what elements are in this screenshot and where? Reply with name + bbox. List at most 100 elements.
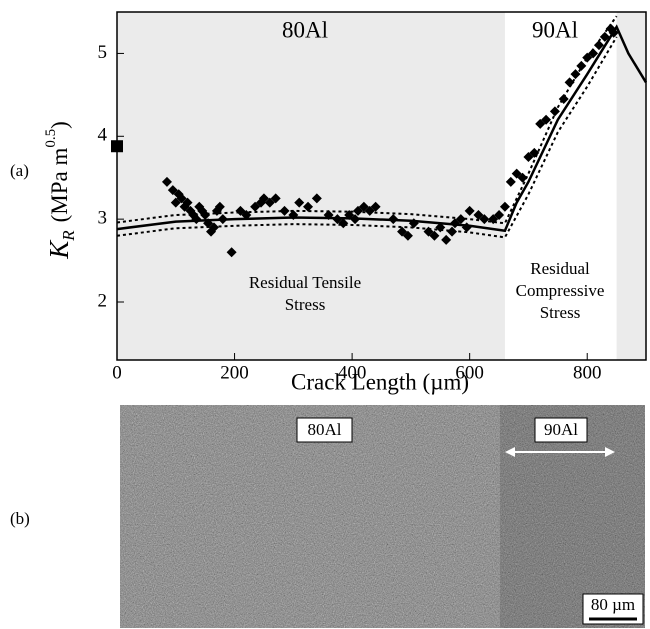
data-point	[217, 214, 228, 225]
data-point	[167, 185, 178, 196]
data-point	[479, 214, 490, 225]
shaded-region	[117, 12, 505, 360]
plot-frame	[116, 11, 647, 361]
micrograph-label: 90Al	[544, 420, 578, 439]
y-tick-label: 5	[98, 42, 108, 63]
data-point	[523, 152, 534, 162]
region-label: 80Al	[282, 17, 328, 42]
data-point	[235, 205, 246, 216]
scale-bar-label: 80 µm	[591, 595, 635, 614]
panel-label: (a)	[10, 161, 29, 180]
data-point	[570, 69, 581, 80]
y-tick-label: 4	[98, 125, 108, 146]
data-point	[344, 210, 355, 220]
annotation: Compressive	[516, 281, 605, 300]
data-point	[176, 193, 187, 204]
data-point	[449, 218, 460, 229]
y-label-sup: 0.5	[43, 129, 59, 148]
data-point	[250, 201, 261, 212]
data-point	[441, 234, 452, 245]
y-label-k: K	[44, 239, 74, 260]
annotation: Residual	[530, 259, 590, 278]
data-point	[593, 40, 604, 51]
data-point	[564, 77, 575, 88]
data-point	[182, 197, 193, 208]
data-point	[608, 27, 619, 38]
data-point	[311, 193, 322, 204]
y-label-close: )	[47, 121, 72, 129]
x-tick-label: 0	[112, 362, 122, 383]
data-point	[323, 210, 334, 220]
data-point	[535, 118, 546, 129]
shaded-region	[616, 12, 646, 360]
annotation: Residual Tensile	[249, 273, 361, 292]
data-point	[447, 226, 458, 237]
data-point	[423, 226, 434, 237]
panel-label: (b)	[10, 509, 30, 528]
data-point	[605, 23, 616, 34]
label-box	[534, 417, 588, 443]
x-tick-label: 400	[338, 362, 367, 383]
lower-bound	[116, 36, 618, 239]
data-point	[464, 205, 475, 216]
x-tick-label: 800	[573, 362, 602, 383]
data-point	[200, 210, 211, 220]
data-point	[576, 60, 587, 71]
data-point	[429, 230, 440, 241]
data-point	[161, 176, 172, 187]
annotation: Stress	[285, 295, 326, 314]
data-point	[264, 197, 275, 208]
fit-line	[116, 24, 648, 233]
data-point	[499, 201, 510, 212]
data-point	[558, 94, 569, 104]
y-label-unit: (MPa m	[47, 148, 72, 223]
data-point	[352, 205, 363, 216]
data-point	[529, 147, 540, 158]
data-point	[226, 247, 237, 258]
data-point	[338, 218, 349, 229]
x-axis-label: Crack Length (µm)	[291, 369, 469, 394]
x-tick-label: 200	[220, 362, 249, 383]
data-point	[599, 31, 610, 42]
data-point	[511, 168, 522, 179]
micrograph-label: 80Al	[308, 420, 342, 439]
data-point	[279, 205, 290, 216]
data-point	[505, 176, 516, 187]
data-point	[288, 210, 299, 220]
data-point	[549, 106, 560, 117]
micrograph: 80Al 90Al 80 µm	[120, 405, 645, 628]
label-box	[296, 417, 353, 443]
data-point	[303, 201, 314, 212]
data-point	[241, 210, 252, 220]
y-label-sub: R	[59, 230, 78, 242]
data-point	[461, 222, 472, 233]
data-point	[191, 214, 202, 225]
data-point	[332, 214, 343, 225]
data-point	[214, 201, 225, 212]
data-point	[588, 48, 599, 59]
region-label: 90Al	[532, 17, 578, 42]
data-point	[350, 214, 361, 225]
data-point	[208, 222, 219, 233]
data-point	[370, 201, 381, 212]
x-tick-label: 600	[455, 362, 484, 383]
y-axis-label: KR (MPa m0.5)	[43, 121, 77, 260]
data-point	[170, 197, 181, 208]
data-point	[517, 172, 528, 183]
data-point	[258, 193, 269, 204]
y-tick-label: 3	[98, 208, 108, 229]
data-point	[358, 201, 369, 212]
upper-bound	[116, 15, 618, 225]
data-point	[364, 205, 375, 216]
data-point	[203, 218, 214, 229]
data-point	[388, 214, 399, 225]
data-point	[294, 197, 305, 208]
data-point	[435, 222, 446, 233]
data-point	[270, 193, 281, 204]
data-point	[488, 214, 499, 225]
data-point	[408, 218, 419, 229]
y-tick-label: 2	[98, 290, 108, 311]
data-point	[541, 114, 552, 125]
